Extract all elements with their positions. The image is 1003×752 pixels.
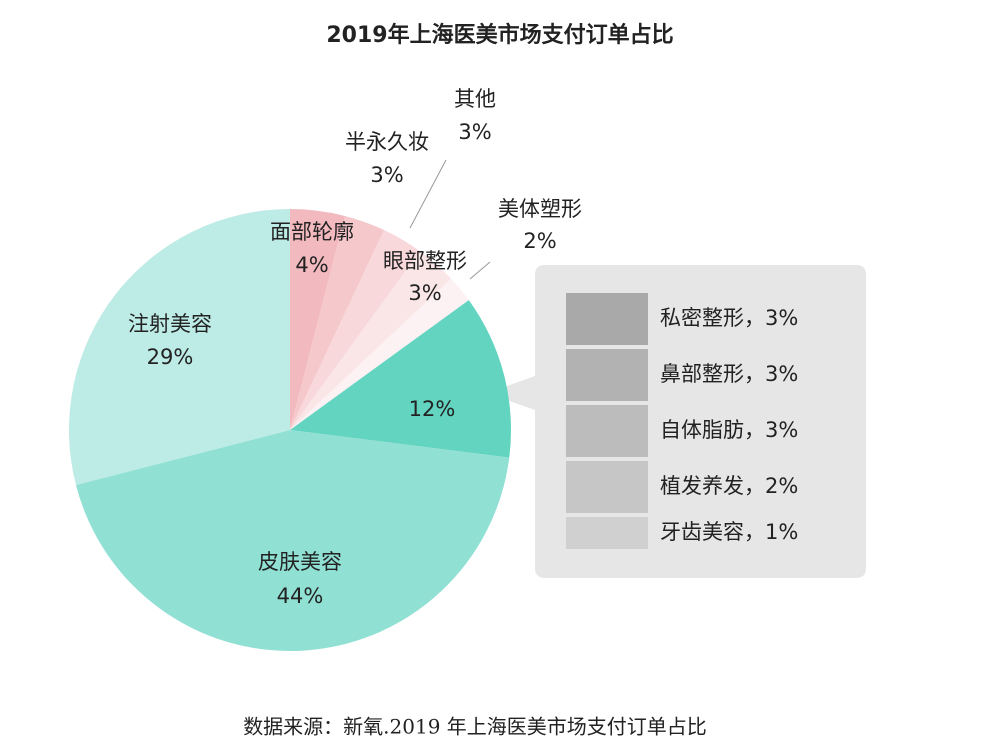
pie-slice (290, 251, 452, 430)
slice-label: 美体塑形 (498, 197, 582, 221)
value-label: 2% (523, 229, 556, 253)
pie-slice (75, 430, 510, 651)
pie-slice (290, 230, 420, 430)
breakdown-swatch (566, 517, 648, 549)
breakdown-label: 植发养发，2% (660, 474, 798, 498)
slice-label: 半永久妆 (345, 130, 429, 154)
breakdown-label: 私密整形，3% (660, 306, 798, 330)
slice-label: 皮肤美容 (258, 550, 342, 574)
slice-label: 注射美容 (128, 312, 212, 336)
breakdown-swatch (566, 349, 648, 401)
chart-title: 2019年上海医美市场支付订单占比 (326, 22, 673, 48)
slice-label: 面部轮廓 (270, 220, 354, 244)
pie-slice (290, 278, 469, 430)
pie-slice (290, 215, 385, 430)
source-note: 数据来源：新氧.2019 年上海医美市场支付订单占比 (243, 715, 707, 739)
leader-line (409, 159, 447, 229)
leader-line (469, 261, 491, 280)
value-label: 12% (409, 397, 456, 421)
breakdown-label: 自体脂肪，3% (660, 418, 798, 442)
breakdown-swatch (566, 293, 648, 345)
pie-slice (290, 209, 345, 430)
slice-label: 其他 (454, 87, 496, 111)
value-label: 44% (277, 584, 324, 608)
value-label: 29% (147, 345, 194, 369)
value-label: 3% (370, 163, 403, 187)
breakdown-swatch (566, 405, 648, 457)
pie-slice (68, 209, 290, 485)
breakdown-swatch (566, 461, 648, 513)
breakdown-label: 牙齿美容，1% (660, 520, 798, 544)
value-label: 4% (295, 253, 328, 277)
value-label: 3% (458, 120, 491, 144)
value-label: 3% (408, 281, 441, 305)
breakdown-label: 鼻部整形，3% (660, 362, 798, 386)
pie-slice (290, 300, 511, 458)
slice-label: 眼部整形 (383, 249, 467, 273)
